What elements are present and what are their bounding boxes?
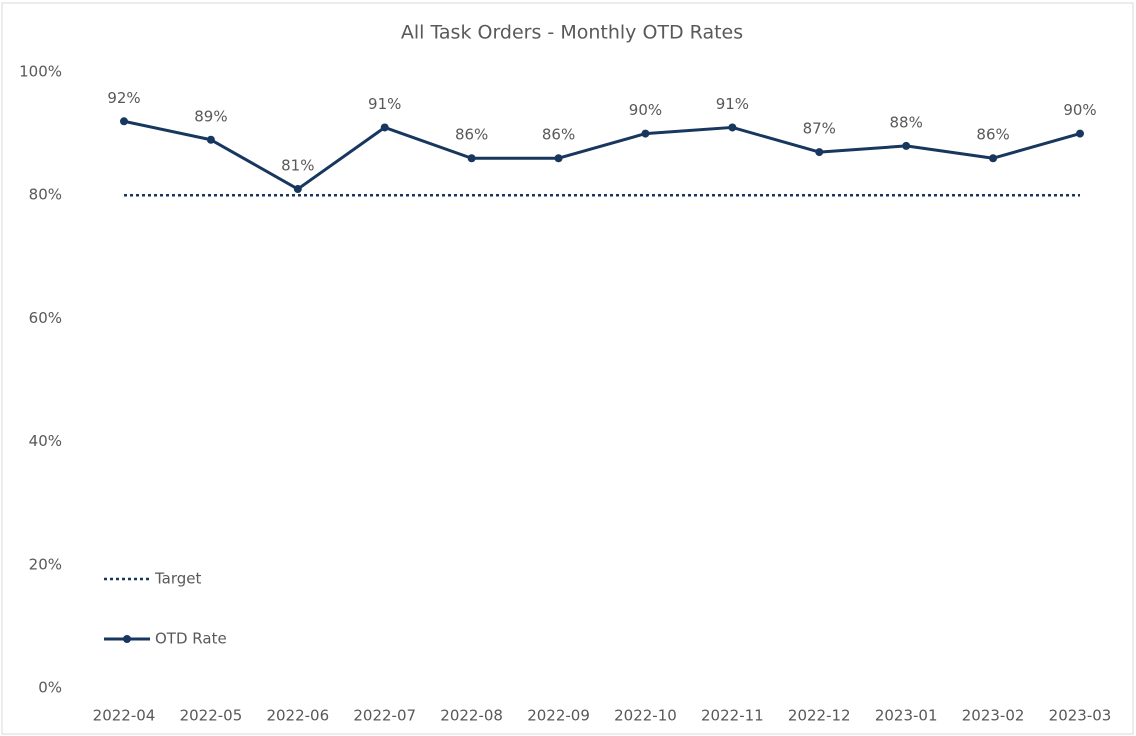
y-tick-label: 20% (29, 555, 62, 573)
data-label: 92% (107, 89, 140, 107)
x-tick-label: 2022-11 (701, 707, 764, 725)
point (641, 129, 650, 138)
y-tick-label: 0% (38, 679, 62, 697)
x-tick-label: 2023-02 (962, 707, 1025, 725)
point (206, 135, 215, 144)
x-tick-label: 2022-08 (440, 707, 503, 725)
y-tick-label: 80% (29, 186, 62, 204)
x-tick-label: 2022-10 (614, 707, 677, 725)
data-label: 90% (629, 101, 662, 119)
data-label: 86% (976, 126, 1009, 144)
x-tick-label: 2023-03 (1049, 707, 1112, 725)
point (1076, 129, 1084, 138)
y-tick-label: 40% (29, 432, 62, 450)
data-label: 89% (194, 107, 227, 125)
point (989, 154, 998, 163)
data-label: 88% (890, 113, 923, 131)
x-tick-label: 2022-05 (180, 707, 243, 725)
point (728, 123, 737, 132)
legend-label: OTD Rate (155, 630, 227, 648)
data-label: 86% (455, 126, 488, 144)
data-label: 90% (1063, 101, 1096, 119)
series-line (123, 119, 1081, 191)
legend-marker (123, 635, 131, 643)
point (293, 185, 302, 194)
x-tick-label: 2022-12 (788, 707, 851, 725)
y-tick-label: 60% (29, 309, 62, 327)
point (467, 154, 476, 163)
data-label: 91% (368, 95, 401, 113)
x-tick-label: 2022-06 (266, 707, 329, 725)
data-label: 91% (716, 95, 749, 113)
y-tick-label: 100% (19, 63, 62, 81)
point (815, 148, 824, 157)
point (902, 141, 911, 150)
data-label: 81% (281, 157, 314, 175)
chart-title: All Task Orders - Monthly OTD Rates (401, 22, 743, 44)
data-label: 87% (803, 120, 836, 138)
x-tick-label: 2022-07 (353, 707, 416, 725)
point (554, 154, 563, 163)
x-tick-label: 2022-09 (527, 707, 590, 725)
point (380, 123, 389, 132)
point (120, 117, 128, 126)
x-tick-label: 2022-04 (93, 707, 156, 725)
data-label: 86% (542, 126, 575, 144)
legend-label: Target (154, 570, 202, 588)
x-tick-label: 2023-01 (875, 707, 938, 725)
